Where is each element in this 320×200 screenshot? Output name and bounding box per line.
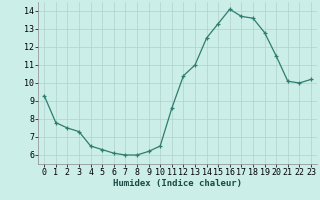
- X-axis label: Humidex (Indice chaleur): Humidex (Indice chaleur): [113, 179, 242, 188]
